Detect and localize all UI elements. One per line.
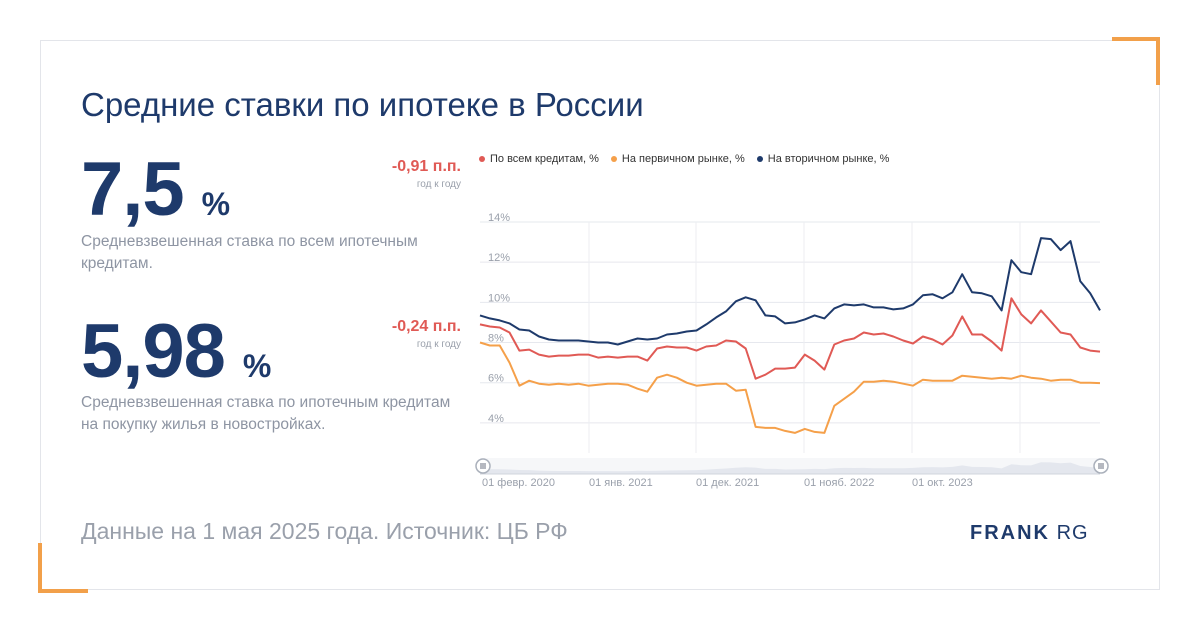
kpi-primary-unit: % xyxy=(242,348,272,384)
y-tick-label: 10% xyxy=(488,292,510,304)
kpi-all-rate: 7,5% xyxy=(81,146,230,233)
kpi-all-delta-value: -0,91 п.п. xyxy=(391,158,461,175)
kpi-all-description: Средневзвешенная ставка по всем ипотечны… xyxy=(81,233,418,272)
footer-source: Данные на 1 мая 2025 года. Источник: ЦБ … xyxy=(81,518,568,544)
legend-dot-secondary xyxy=(756,156,763,162)
legend-label-secondary: На вторичном рынке, % xyxy=(767,153,890,165)
series-line-primary xyxy=(479,341,1101,434)
x-tick-label: 01 дек. 2021 xyxy=(696,477,759,489)
chart-legend: По всем кредитам, % На первичном рынке, … xyxy=(479,153,889,165)
kpi-primary-delta-note: год к году xyxy=(416,339,461,350)
x-tick-label: 01 окт. 2023 xyxy=(912,477,973,489)
x-tick-label: 01 нояб. 2022 xyxy=(804,477,874,489)
card xyxy=(40,40,1160,590)
kpi-primary-rate: 5,98% xyxy=(81,308,271,395)
x-tick-label: 01 янв. 2021 xyxy=(589,477,653,489)
series-line-secondary xyxy=(479,237,1101,346)
kpi-primary-description: Средневзвешенная ставка по ипотечным кре… xyxy=(81,394,451,433)
y-tick-label: 8% xyxy=(488,333,504,345)
legend-item-secondary[interactable]: На вторичном рынке, % xyxy=(756,153,890,165)
legend-label-all: По всем кредитам, % xyxy=(490,153,599,165)
legend-dot-all xyxy=(479,156,485,162)
y-tick-label: 4% xyxy=(488,413,504,425)
x-tick-label: 01 февр. 2020 xyxy=(482,477,555,489)
legend-item-primary[interactable]: На первичном рынке, % xyxy=(610,153,745,165)
logo-light: RG xyxy=(1056,522,1089,544)
kpi-all-unit: % xyxy=(201,186,231,222)
kpi-all-delta-note: год к году xyxy=(416,179,461,190)
corner-decoration-bottom-left xyxy=(38,543,88,593)
series-line-all xyxy=(479,297,1101,380)
y-tick-label: 14% xyxy=(488,212,510,224)
kpi-primary-delta: -0,24 п.п. год к году xyxy=(392,318,461,350)
y-tick-label: 12% xyxy=(488,252,510,264)
corner-decoration-top-right xyxy=(1112,37,1160,85)
legend-label-primary: На первичном рынке, % xyxy=(621,153,745,165)
brand-logo: FRANK RG xyxy=(970,522,1089,545)
kpi-primary-delta-value: -0,24 п.п. xyxy=(391,318,461,335)
navigator-area xyxy=(480,462,1100,474)
kpi-all-value: 7,5 xyxy=(81,147,185,232)
legend-dot-primary xyxy=(610,156,617,162)
logo-bold: FRANK xyxy=(970,522,1050,544)
kpi-primary-value: 5,98 xyxy=(81,309,226,394)
kpi-all-delta: -0,91 п.п. год к году xyxy=(392,158,461,190)
legend-item-all[interactable]: По всем кредитам, % xyxy=(479,153,599,165)
page-title: Средние ставки по ипотеке в России xyxy=(81,86,644,123)
y-tick-label: 6% xyxy=(488,373,504,385)
